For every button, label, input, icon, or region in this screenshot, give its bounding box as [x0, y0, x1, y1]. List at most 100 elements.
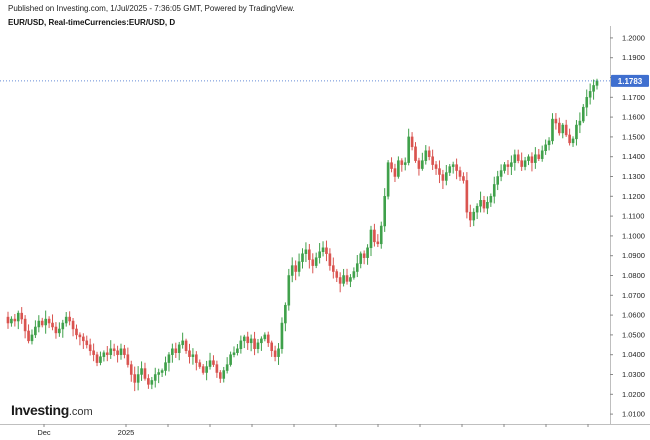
time-axis[interactable]: Dec 2025 — [37, 424, 589, 437]
candle-body — [499, 170, 503, 177]
candle-body — [112, 348, 116, 351]
candle-body — [427, 150, 431, 157]
candle-body — [369, 229, 373, 249]
candle-body — [527, 156, 530, 161]
candle-body — [273, 350, 277, 357]
candle-body — [472, 211, 476, 221]
price-tick-label: 1.0800 — [622, 271, 645, 280]
candle-body — [290, 265, 294, 276]
candle-body — [174, 348, 178, 353]
candle-body — [585, 97, 589, 108]
candle-body — [6, 316, 10, 324]
price-tick-label: 1.0700 — [622, 291, 645, 300]
candle-body — [54, 326, 58, 334]
candle-body — [530, 156, 534, 163]
candle-body — [109, 348, 113, 355]
candle-body — [544, 144, 547, 152]
candle-body — [270, 342, 273, 351]
candle-body — [171, 348, 174, 355]
candles — [6, 78, 599, 392]
candle-body — [44, 318, 47, 326]
candle-body — [191, 354, 195, 357]
candle-body — [236, 348, 239, 353]
candle-body — [578, 120, 582, 126]
candle-body — [451, 164, 455, 167]
candle-body — [304, 249, 308, 254]
candle-body — [547, 140, 551, 146]
candle-body — [160, 370, 164, 373]
last-price-marker: 1.1783 — [0, 74, 649, 87]
candle-body — [410, 136, 414, 148]
candle-body — [242, 336, 246, 342]
candle-body — [465, 180, 469, 213]
investing-logo: Investing.com — [11, 402, 93, 418]
candle-body — [564, 124, 568, 136]
candle-body — [140, 368, 143, 375]
candle-body — [177, 344, 181, 353]
price-tick-label: 1.0100 — [622, 410, 645, 419]
candle-body — [588, 91, 592, 98]
candle-body — [393, 168, 397, 177]
candle-body — [397, 160, 400, 177]
last-price-badge — [611, 74, 649, 87]
candle-body — [325, 247, 328, 254]
candle-body — [537, 154, 541, 159]
candle-body — [126, 354, 130, 365]
candle-body — [571, 138, 575, 144]
candle-body — [417, 160, 421, 169]
candle-body — [23, 318, 27, 332]
candle-body — [403, 162, 407, 165]
candle-body — [424, 150, 428, 161]
candle-body — [10, 318, 13, 324]
candle-body — [321, 247, 325, 252]
candle-body — [486, 201, 489, 209]
candle-body — [455, 164, 458, 171]
candle-body — [116, 350, 119, 355]
candle-body — [551, 118, 554, 142]
price-axis[interactable]: 1.20001.19001.18001.17001.16001.15001.14… — [610, 33, 645, 419]
price-tick-label: 1.2000 — [622, 33, 645, 42]
candle-body — [503, 164, 506, 171]
candle-body — [167, 354, 171, 363]
candle-body — [40, 320, 44, 326]
candle-body — [284, 304, 287, 324]
candle-body — [314, 257, 318, 266]
candle-body — [308, 249, 311, 260]
candle-body — [431, 156, 434, 165]
candle-body — [335, 271, 339, 278]
candle-body — [30, 334, 34, 342]
price-tick-label: 1.1700 — [622, 93, 645, 102]
candle-body — [468, 211, 472, 221]
candle-body — [246, 336, 250, 344]
candle-body — [82, 336, 85, 342]
candle-body — [349, 277, 352, 282]
candle-body — [143, 368, 147, 379]
candle-body — [581, 106, 585, 122]
candle-body — [373, 229, 376, 243]
candle-body — [318, 251, 321, 258]
candle-body — [34, 326, 37, 336]
candle-body — [352, 271, 356, 278]
candle-body — [376, 241, 380, 245]
candle-body — [16, 312, 20, 322]
candle-body — [92, 350, 95, 355]
candle-body — [201, 366, 205, 373]
candle-body — [482, 200, 486, 209]
candle-body — [136, 374, 140, 383]
candle-body — [414, 146, 417, 161]
candle-body — [338, 277, 342, 284]
candle-body — [458, 170, 462, 177]
candle-body — [78, 334, 82, 338]
candle-body — [568, 134, 571, 144]
candle-body — [64, 316, 68, 324]
candle-body — [229, 354, 232, 365]
candle-body — [332, 265, 335, 272]
candle-body — [561, 124, 565, 134]
candle-body — [157, 372, 160, 375]
candle-body — [534, 154, 537, 163]
candle-body — [198, 362, 202, 367]
candle-body — [434, 164, 438, 169]
candle-body — [400, 160, 404, 165]
candle-body — [51, 322, 54, 328]
